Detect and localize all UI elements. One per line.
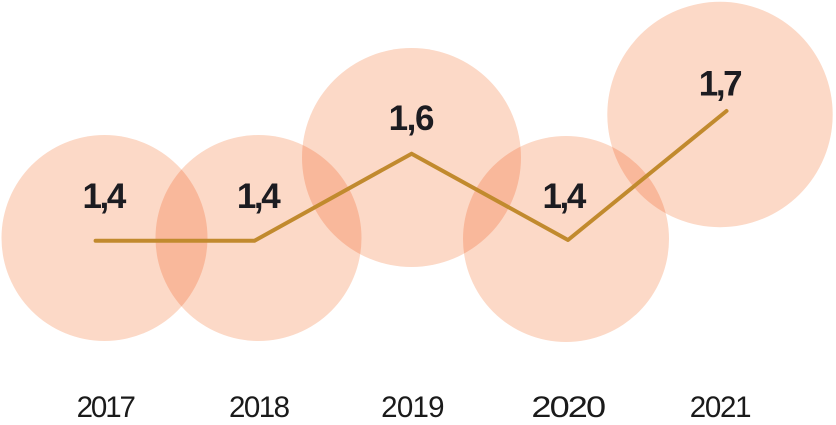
- svg-text:2017: 2017: [77, 391, 135, 420]
- svg-text:2021: 2021: [690, 391, 751, 420]
- svg-text:2020: 2020: [531, 390, 605, 420]
- svg-text:1,7: 1,7: [699, 64, 741, 103]
- svg-text:2019: 2019: [381, 391, 444, 420]
- svg-text:1,4: 1,4: [542, 177, 586, 216]
- svg-text:1,6: 1,6: [389, 99, 434, 138]
- svg-text:2018: 2018: [229, 391, 290, 420]
- svg-text:1,4: 1,4: [82, 177, 126, 216]
- svg-text:1,4: 1,4: [237, 177, 281, 216]
